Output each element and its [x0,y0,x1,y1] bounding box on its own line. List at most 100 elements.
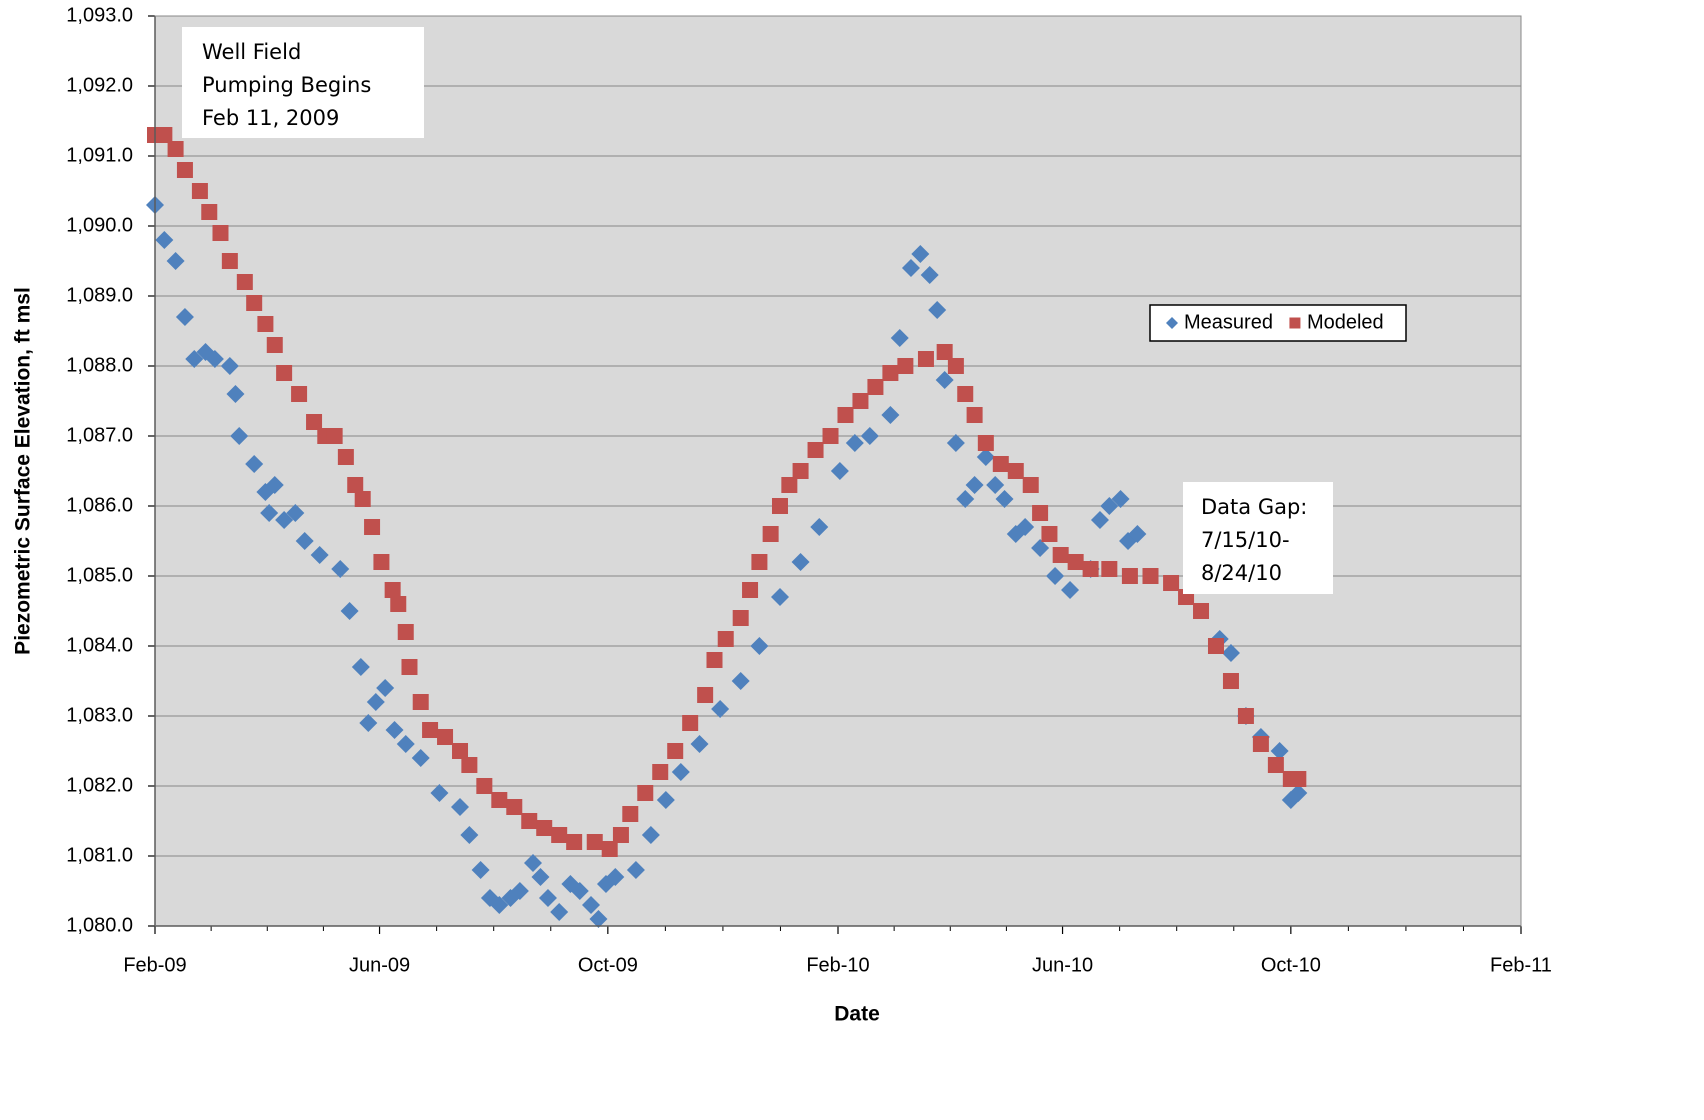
axes: 1,080.0 1,081.0 1,082.0 1,083.0 1,084.0 1,085… [66,4,1552,976]
marker [521,813,538,829]
marker [291,386,308,402]
marker [221,253,238,269]
marker [742,582,759,598]
marker [976,448,995,466]
marker [1207,638,1224,654]
marks [146,127,1308,928]
marker [1252,736,1269,752]
marker [236,274,253,290]
marker [957,386,974,402]
marker [366,693,385,711]
marker [1100,497,1119,515]
marker [881,406,900,424]
marker [491,792,508,808]
marker [935,371,954,389]
y-tick-label: 1,087.0 [66,424,133,446]
marker [397,624,414,640]
y-tick-label: 1,083.0 [66,704,133,726]
marker [977,435,994,451]
marker [422,722,439,738]
marker [667,743,684,759]
marker [460,826,479,844]
marker [1016,518,1035,536]
marker [155,231,174,249]
marker [451,798,470,816]
marker [1067,554,1084,570]
marker [1221,644,1240,662]
marker [523,854,542,872]
marker [295,532,314,550]
marker [510,882,529,900]
marker [337,449,354,465]
marker [682,715,699,731]
y-tick-label: 1,085.0 [66,564,133,586]
marker [637,785,654,801]
annotation-line: 7/15/10- [1201,528,1290,552]
marker [860,427,879,445]
annotation-line: Data Gap: [1201,495,1307,519]
marker [461,757,478,773]
annotation-box [1183,482,1333,594]
marker [476,778,493,794]
marker [275,511,294,529]
x-axis-title: Date [834,1003,880,1026]
marker [852,393,869,409]
marker [1090,511,1109,529]
marker [911,245,930,263]
marker [230,427,249,445]
marker [411,749,430,767]
marker [401,659,418,675]
legend-marker [1166,317,1178,329]
x-tick-label: Oct-09 [578,954,638,976]
marker [697,687,714,703]
marker [626,861,645,879]
marker [762,526,779,542]
marker [622,806,639,822]
annotation: Data Gap: 7/15/10- 8/24/10 [1183,482,1333,594]
marker [385,721,404,739]
marker [770,588,789,606]
marker [1163,575,1180,591]
marker [340,602,359,620]
marker [538,889,557,907]
x-tick-label: Feb-09 [123,954,186,976]
marker [276,365,293,381]
marker [731,672,750,690]
marker [1289,784,1308,802]
marker [1270,742,1289,760]
legend-label: Modeled [1307,311,1384,333]
y-tick-label: 1,089.0 [66,284,133,306]
marker [566,834,583,850]
x-tick-label: Oct-10 [1261,954,1321,976]
marker [810,518,829,536]
marker [354,491,371,507]
marker [947,358,964,374]
x-tick-label: Jun-10 [1032,954,1093,976]
marker [946,434,965,452]
marker [246,295,263,311]
marker [751,554,768,570]
marker [286,504,305,522]
marker [711,700,730,718]
marker [245,455,264,473]
marker [732,610,749,626]
marker [589,910,608,928]
x-tick-label: Jun-09 [349,954,410,976]
marker [1052,547,1069,563]
marker [412,694,429,710]
marker [606,868,625,886]
marker [586,834,603,850]
marker [347,477,364,493]
marker [205,350,224,368]
marker [201,204,218,220]
marker [430,784,449,802]
marker [781,477,798,493]
marker [897,358,914,374]
marker [1128,525,1147,543]
y-axis-title: Piezometric Surface Elevation, ft msl [12,287,35,655]
marker [890,329,909,347]
annotation: Well Field Pumping Begins Feb 11, 2009 [182,27,424,138]
marker [1237,708,1254,724]
marker [1193,603,1210,619]
